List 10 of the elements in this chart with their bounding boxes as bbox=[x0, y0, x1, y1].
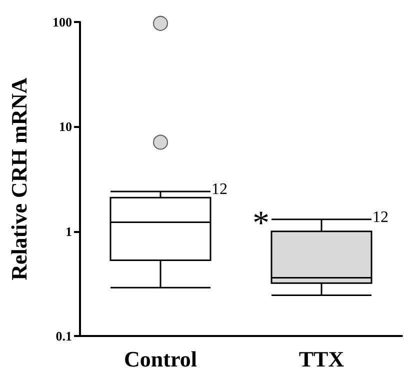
y-tick-label: 1 bbox=[66, 224, 72, 239]
annotation: 12 bbox=[372, 208, 388, 226]
y-tick-label: 10 bbox=[59, 119, 72, 134]
annotation: 12 bbox=[212, 181, 228, 198]
y-axis-title: Relative CRH mRNA bbox=[6, 77, 32, 280]
y-tick-label: 100 bbox=[52, 14, 72, 30]
x-tick-label: Control bbox=[124, 346, 197, 372]
x-tick-label: TTX bbox=[298, 346, 344, 372]
y-tick-label: 0.1 bbox=[56, 328, 72, 344]
annotation: * bbox=[252, 204, 270, 242]
